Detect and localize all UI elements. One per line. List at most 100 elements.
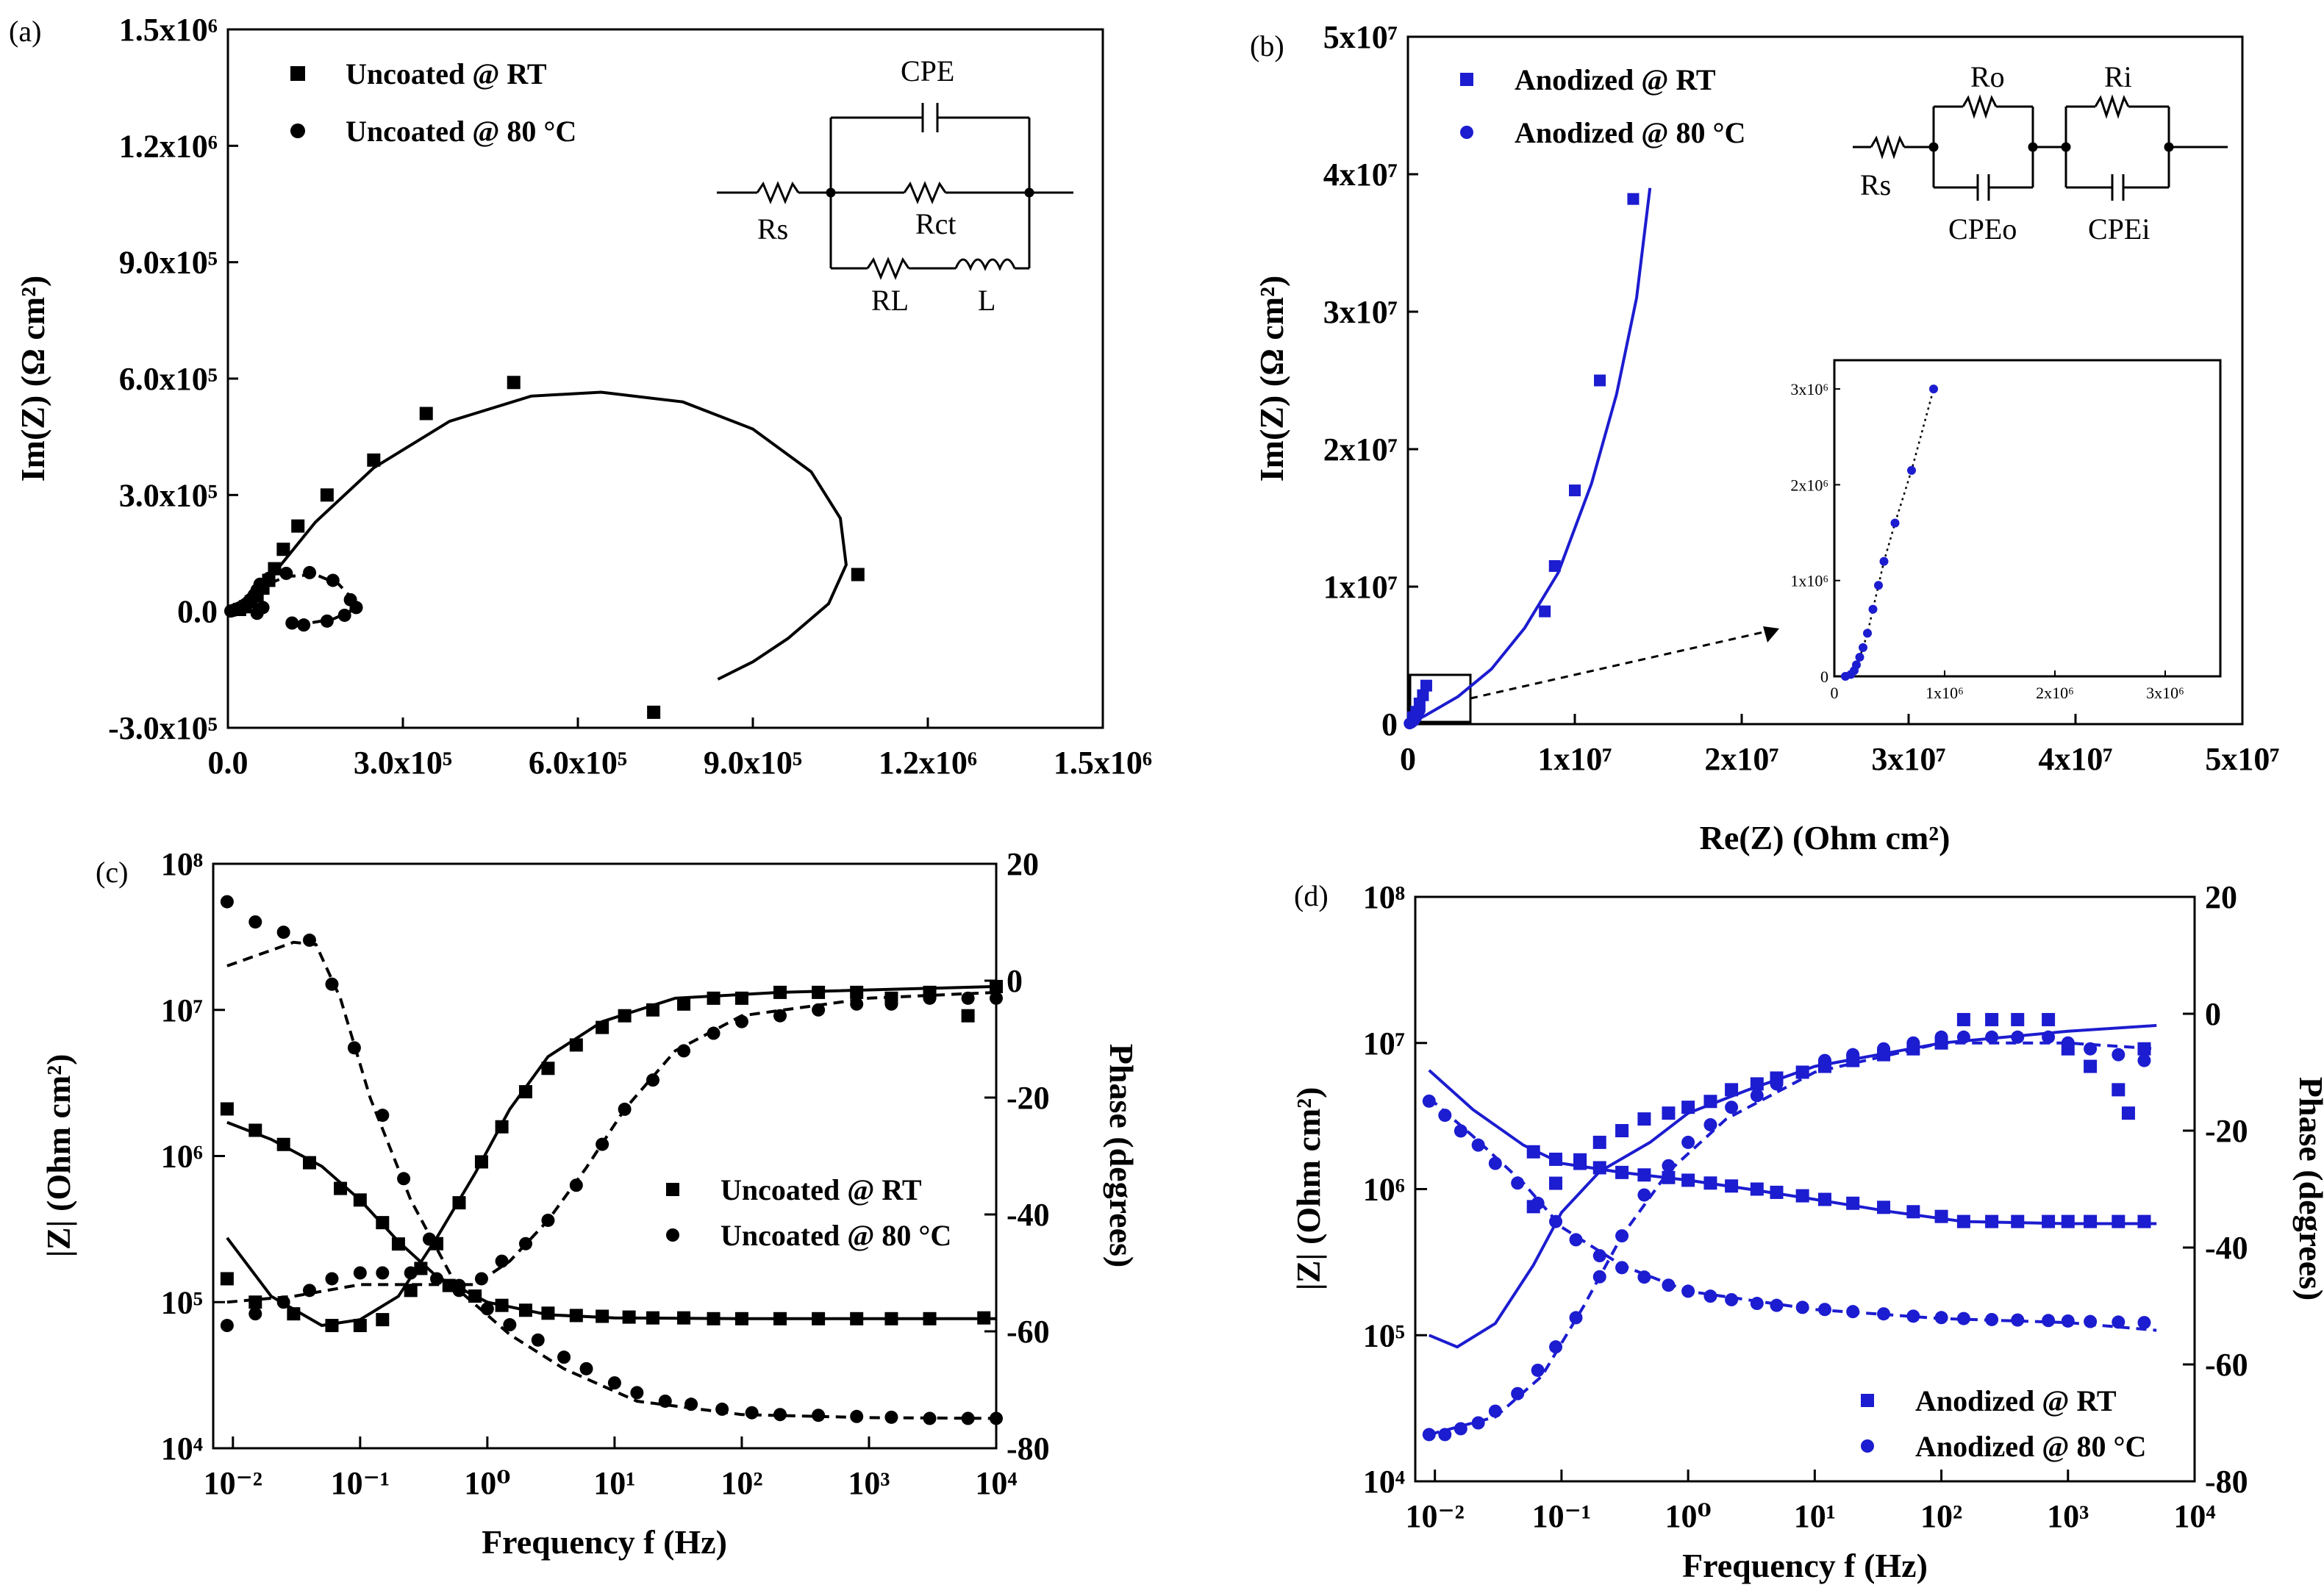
panel-b-label: (b) [1250, 29, 1284, 62]
panel-b-point [1569, 484, 1581, 497]
panel-c-point [376, 1109, 390, 1123]
panel-c-point [325, 977, 339, 991]
panel-d-point [2011, 1214, 2025, 1228]
panel-d-point [1662, 1106, 1676, 1120]
panel-b-xlabel: Re(Z) (Ohm cm²) [1700, 819, 1951, 856]
panel-a-xtick-label: 0.0 [208, 745, 249, 781]
panel-d-point [1511, 1176, 1525, 1190]
panel-c-xtick-label: 10⁴ [975, 1465, 1017, 1501]
panel-d-point [2137, 1053, 2151, 1067]
panel-b-legend-marker [1460, 73, 1473, 86]
panel-c-point [884, 997, 898, 1011]
panel-c-point [990, 979, 1003, 993]
panel-c-point [677, 1044, 691, 1058]
panel-c-point [607, 1376, 621, 1390]
panel-c-point [397, 1172, 411, 1186]
panel-c-point [452, 1284, 466, 1298]
panel-c-xtick-label: 10⁻² [204, 1465, 262, 1501]
panel-d-point [1615, 1261, 1629, 1275]
panel-d-point [2084, 1042, 2098, 1056]
panel-d-point [1573, 1153, 1587, 1167]
panel-d-y2tick-label: 0 [2205, 996, 2221, 1032]
panel-c-point [276, 926, 290, 940]
panel-c-point [884, 1410, 898, 1424]
panel-d-point [1526, 1200, 1540, 1214]
panel-d-xtick-label: 10⁻² [1405, 1498, 1464, 1534]
panel-a-point [320, 614, 334, 628]
panel-c-point [677, 997, 691, 1011]
panel-c-point [503, 1318, 517, 1332]
panel-c-point [302, 1284, 316, 1298]
panel-b-circuit-label-1: Ro [1970, 60, 2005, 93]
panel-a-point [419, 407, 433, 421]
panel-d-point [1454, 1422, 1467, 1436]
panel-c-y2tick-label: -60 [1007, 1314, 1050, 1350]
panel-c-point [518, 1237, 532, 1250]
panel-c-y2tick-label: -40 [1007, 1197, 1050, 1233]
panel-a-point [320, 488, 334, 502]
panel-d-point [1846, 1305, 1860, 1319]
panel-d-point [1488, 1404, 1502, 1418]
panel-c-point [677, 1311, 691, 1325]
panel-d-point [1592, 1135, 1606, 1149]
panel-b-point [1594, 374, 1606, 387]
panel-b-xtick-label: 2x10⁷ [1704, 741, 1778, 777]
panel-c-ytick-label: 10⁸ [161, 846, 203, 882]
panel-a-ytick-label: 0.0 [177, 594, 218, 630]
panel-c-point [961, 1411, 975, 1425]
panel-c-point [812, 1311, 826, 1325]
panel-d-point [1934, 1311, 1948, 1325]
panel-d-point [2084, 1059, 2098, 1073]
panel-c-point [773, 1311, 787, 1325]
panel-b-inset-xtick-label: 3x10⁶ [2146, 684, 2184, 702]
panel-d-point [2112, 1315, 2125, 1329]
panel-c-point [276, 1137, 290, 1151]
panel-d-point [2061, 1214, 2075, 1228]
panel-d-point [1985, 1030, 1999, 1044]
panel-c-point [884, 1311, 898, 1325]
panel-d-ytick-label: 10⁸ [1363, 879, 1405, 915]
panel-c-point [353, 1266, 367, 1280]
panel-a-ytick-label: 6.0x10⁵ [119, 361, 218, 397]
panel-c-point [596, 1137, 609, 1151]
panel-c-point [923, 1311, 937, 1325]
panel-d-point [1956, 1311, 1970, 1325]
panel-d-point [1846, 1196, 1860, 1210]
panel-c-ytick-label: 10⁵ [161, 1284, 203, 1320]
panel-c-point [618, 1009, 632, 1023]
panel-b-inset-frame [1833, 359, 2222, 678]
panel-d-point [1681, 1135, 1695, 1149]
panel-c-point [596, 1309, 609, 1323]
panel-d-y2tick-label: -40 [2205, 1230, 2248, 1266]
panel-b-inset-xtick-label: 2x10⁶ [2036, 684, 2074, 702]
panel-a-circuit-label-1: Rs [757, 212, 788, 246]
panel-d-point [1681, 1284, 1695, 1298]
panel-b-legend-entry: Anodized @ 80 °C [1515, 116, 1745, 149]
panel-c-point [495, 1298, 509, 1312]
panel-c-frame [212, 862, 998, 1450]
panel-b-ytick-label: 5x10⁷ [1323, 19, 1398, 55]
panel-d-point [1877, 1307, 1891, 1321]
panel-c-point [474, 1272, 488, 1286]
panel-a-label: (a) [9, 15, 41, 48]
panel-a-point [276, 543, 290, 557]
panel-c-point [923, 1411, 937, 1425]
panel-d-point [2061, 1036, 2075, 1050]
panel-d-point [1877, 1200, 1891, 1214]
panel-d-point [1934, 1209, 1948, 1223]
panel-a-ytick-label: 1.5x10⁶ [119, 12, 218, 48]
panel-c-point [812, 985, 826, 999]
panel-c-point [302, 933, 316, 947]
panel-d-y2tick-label: -60 [2205, 1347, 2248, 1383]
panel-c-ylabel: |Z| (Ohm cm²) [40, 1054, 77, 1258]
panel-a-legend-entry: Uncoated @ RT [346, 57, 547, 90]
panel-d-point [2112, 1214, 2125, 1228]
panel-d-point [1681, 1173, 1695, 1187]
panel-c-point [961, 1009, 975, 1023]
panel-c-point [430, 1237, 444, 1250]
panel-d-xlabel: Frequency f (Hz) [1682, 1547, 1928, 1584]
panel-d-legend-entry: Anodized @ RT [1915, 1384, 2117, 1417]
panel-d-point [1770, 1185, 1784, 1199]
panel-d-point [1549, 1340, 1563, 1354]
